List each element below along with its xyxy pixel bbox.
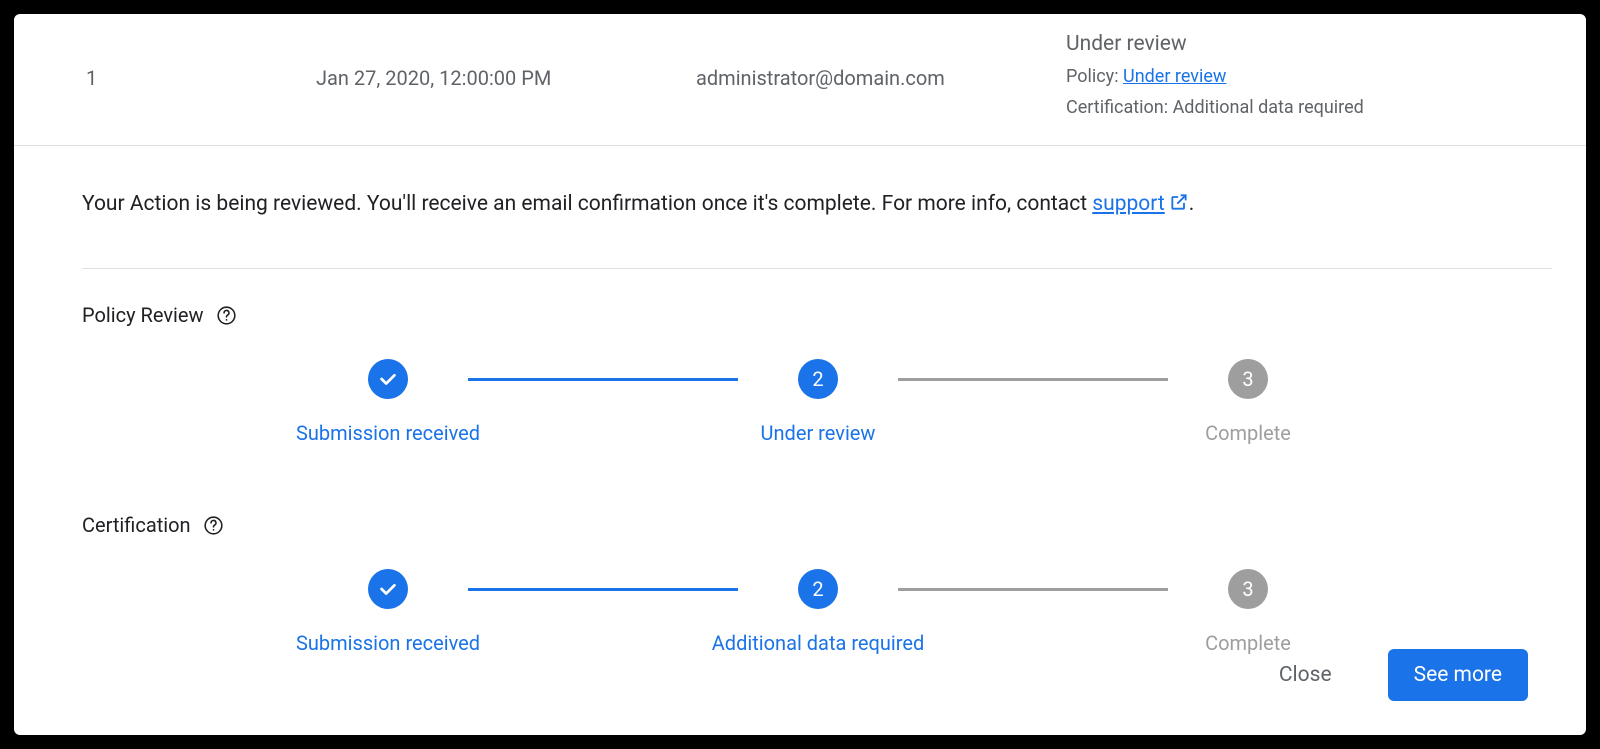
stepper-connector: [898, 378, 1168, 381]
section-title: Policy Review: [82, 303, 204, 327]
close-button[interactable]: Close: [1273, 662, 1338, 688]
stepper-connector: [898, 588, 1168, 591]
section-heading: Certification: [48, 479, 1552, 537]
section-heading: Policy Review: [48, 269, 1552, 327]
policy-label: Policy:: [1066, 66, 1123, 87]
step-label: Under review: [761, 421, 876, 445]
stepper-connector: [468, 378, 738, 381]
external-link-icon: [1169, 192, 1189, 218]
help-icon[interactable]: [216, 305, 237, 326]
step-check-icon: [368, 569, 408, 609]
policy-status-line: Policy: Under review: [1066, 62, 1548, 93]
step-number-icon: 2: [798, 359, 838, 399]
status-title: Under review: [1066, 32, 1548, 56]
stepper-step: 2Additional data required: [738, 569, 898, 655]
support-link[interactable]: support: [1092, 192, 1188, 216]
step-number-icon: 2: [798, 569, 838, 609]
stepper-sections: Policy Review Submission received 2 Under r…: [48, 269, 1552, 689]
submission-row: 1 Jan 27, 2020, 12:00:00 PM administrato…: [48, 32, 1552, 145]
step-number-icon: 3: [1228, 359, 1268, 399]
submission-email: administrator@domain.com: [696, 66, 1066, 90]
cert-status-line: Certification: Additional data required: [1066, 93, 1548, 124]
step-label: Submission received: [296, 631, 480, 655]
step-label: Additional data required: [712, 631, 925, 655]
stepper-step: Submission received: [308, 569, 468, 655]
review-status-card: 1 Jan 27, 2020, 12:00:00 PM administrato…: [14, 14, 1586, 735]
dialog-footer: Close See more: [1273, 649, 1528, 701]
banner-text-before: Your Action is being reviewed. You'll re…: [82, 192, 1092, 216]
step-label: Complete: [1205, 421, 1291, 445]
submission-number: 1: [86, 66, 316, 90]
step-number-icon: 3: [1228, 569, 1268, 609]
banner-text-after: .: [1189, 192, 1195, 216]
step-label: Submission received: [296, 421, 480, 445]
submission-date: Jan 27, 2020, 12:00:00 PM: [316, 66, 696, 90]
see-more-button[interactable]: See more: [1388, 649, 1528, 701]
stepper-step: 3Complete: [1168, 569, 1328, 655]
review-banner: Your Action is being reviewed. You'll re…: [48, 146, 1552, 268]
section-title: Certification: [82, 513, 191, 537]
stepper-step: 2 Under review: [738, 359, 898, 445]
stepper-step: 3 Complete: [1168, 359, 1328, 445]
cert-status-value: Additional data required: [1173, 97, 1364, 118]
cert-label: Certification:: [1066, 97, 1173, 118]
step-check-icon: [368, 359, 408, 399]
help-icon[interactable]: [203, 515, 224, 536]
submission-status: Under review Policy: Under review Certif…: [1066, 32, 1548, 123]
stepper-step: Submission received: [308, 359, 468, 445]
policy-status-link[interactable]: Under review: [1123, 66, 1226, 87]
stepper-connector: [468, 588, 738, 591]
progress-stepper: Submission received2Additional data requ…: [308, 537, 1328, 689]
progress-stepper: Submission received 2 Under review 3 Complet…: [308, 327, 1328, 479]
